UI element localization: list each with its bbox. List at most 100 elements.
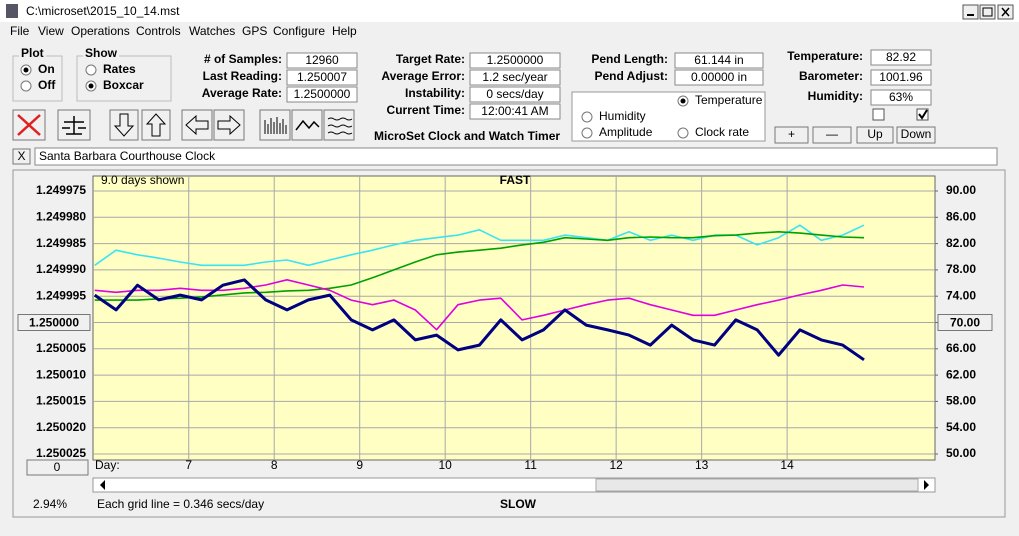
x-tick-label: 13 bbox=[695, 458, 709, 472]
field-value: 61.144 in bbox=[694, 53, 743, 67]
toolbar bbox=[12, 109, 355, 141]
plot-area bbox=[92, 175, 936, 461]
field-value: 1.2 sec/year bbox=[482, 70, 547, 84]
down-button[interactable] bbox=[109, 109, 139, 141]
button[interactable] bbox=[774, 126, 809, 144]
y-tick-label: 1.250000 bbox=[29, 316, 79, 330]
close-glyph bbox=[1001, 7, 1010, 17]
window-title: C:\microset\2015_10_14.mst bbox=[26, 4, 180, 18]
button[interactable] bbox=[896, 126, 936, 144]
button-label: Up bbox=[867, 127, 883, 141]
offset-button[interactable] bbox=[26, 459, 89, 476]
left-button[interactable] bbox=[181, 109, 213, 141]
series-line bbox=[93, 278, 865, 362]
delete-icon bbox=[17, 114, 41, 136]
y-tick-label: 1.250005 bbox=[36, 341, 86, 355]
field-label: # of Samples: bbox=[204, 52, 282, 66]
y2-tick-label: 74.00 bbox=[946, 288, 976, 302]
checkbox[interactable] bbox=[916, 108, 929, 121]
right-button[interactable] bbox=[213, 109, 245, 141]
menu-item: Operations bbox=[71, 24, 130, 38]
field-label: Current Time: bbox=[387, 103, 465, 117]
field-box bbox=[469, 103, 561, 120]
plot-group-label-bg bbox=[19, 48, 46, 60]
field-box bbox=[286, 69, 358, 86]
button-label: + bbox=[788, 127, 795, 141]
field-value: 82.92 bbox=[886, 50, 916, 64]
checkbox[interactable] bbox=[872, 108, 885, 121]
y2-tick-label: 70.00 bbox=[950, 316, 980, 330]
maximize-button[interactable] bbox=[979, 4, 996, 20]
field-value: 63% bbox=[889, 90, 913, 104]
y-tick-label: 1.249980 bbox=[36, 209, 86, 223]
field-box bbox=[469, 52, 561, 69]
menu-item: View bbox=[38, 24, 64, 38]
field-box bbox=[674, 69, 764, 86]
field-label: Average Rate: bbox=[202, 86, 282, 100]
close-clock-button[interactable] bbox=[12, 148, 31, 165]
span-label: 9.0 days shown bbox=[101, 173, 184, 187]
radio-dot bbox=[23, 67, 29, 73]
y2-tick-label: 58.00 bbox=[946, 394, 976, 408]
series-selector bbox=[571, 91, 766, 142]
field-box bbox=[674, 52, 764, 69]
radio-button[interactable] bbox=[677, 127, 689, 139]
x-tick-label: 9 bbox=[356, 458, 363, 472]
field-value: 1.2500000 bbox=[294, 87, 351, 101]
radio-button[interactable] bbox=[20, 80, 32, 92]
app-icon bbox=[6, 4, 18, 18]
offset-label: 0 bbox=[54, 460, 61, 474]
legend-label: Clock rate bbox=[695, 125, 749, 139]
x-tick-label: 8 bbox=[271, 458, 278, 472]
menu-item: Controls bbox=[136, 24, 181, 38]
up-button[interactable] bbox=[141, 109, 171, 141]
group-title: Show bbox=[85, 46, 118, 60]
window-controls[interactable] bbox=[962, 4, 1014, 20]
caption: MicroSet Clock and Watch Timer bbox=[374, 129, 560, 143]
field-box bbox=[286, 86, 358, 103]
center-temp-button[interactable] bbox=[937, 314, 993, 331]
balance-icon bbox=[62, 116, 86, 135]
up-icon bbox=[145, 113, 167, 137]
button[interactable] bbox=[856, 126, 894, 144]
field-box bbox=[870, 49, 932, 66]
legend-label: Amplitude bbox=[599, 125, 653, 139]
x-tick-label: 10 bbox=[439, 458, 453, 472]
field-label: Pend Adjust: bbox=[594, 69, 668, 83]
y2-tick-label: 50.00 bbox=[946, 446, 976, 460]
radio-button[interactable] bbox=[581, 127, 593, 139]
x-axis-label: Day: bbox=[95, 458, 120, 472]
field-value: 0 secs/day bbox=[486, 87, 543, 101]
grid-note: Each grid line = 0.346 secs/day bbox=[97, 497, 264, 511]
field-label: Last Reading: bbox=[203, 69, 282, 83]
y2-tick-label: 54.00 bbox=[946, 420, 976, 434]
noise-icon bbox=[327, 117, 353, 135]
button-label: Down bbox=[901, 127, 932, 141]
button[interactable] bbox=[812, 126, 852, 144]
y-tick-label: 1.250025 bbox=[36, 446, 86, 460]
center-rate-button[interactable] bbox=[17, 314, 91, 331]
y2-tick-label: 78.00 bbox=[946, 262, 976, 276]
noise-button[interactable] bbox=[323, 109, 355, 141]
radio-button[interactable] bbox=[85, 64, 97, 76]
x-tick-label: 12 bbox=[609, 458, 623, 472]
y2-tick-label: 86.00 bbox=[946, 209, 976, 223]
menu-item: GPS bbox=[242, 24, 267, 38]
radio-button[interactable] bbox=[581, 111, 593, 123]
y2-tick-label: 82.00 bbox=[946, 236, 976, 250]
field-value: 0.00000 in bbox=[691, 70, 747, 84]
right-icon bbox=[217, 114, 241, 136]
show-group-label-bg bbox=[83, 48, 119, 60]
field-label: Instability: bbox=[405, 86, 465, 100]
scroll-right-arrow bbox=[924, 480, 929, 490]
minimize-button[interactable] bbox=[962, 4, 979, 20]
radio-dot bbox=[680, 98, 686, 104]
series-line bbox=[94, 231, 865, 301]
x-tick-label: 7 bbox=[185, 458, 192, 472]
field-value: 12960 bbox=[305, 53, 339, 67]
y-tick-label: 1.249990 bbox=[36, 262, 86, 276]
radio-label: On bbox=[38, 62, 55, 76]
scroll-thumb[interactable] bbox=[595, 478, 919, 492]
maximize-glyph bbox=[982, 7, 993, 17]
field-value: 1.250007 bbox=[297, 70, 347, 84]
